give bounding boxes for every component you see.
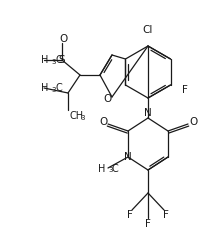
Text: N: N [124,152,132,162]
Text: F: F [145,219,151,229]
Text: Cl: Cl [143,25,153,35]
Text: 3: 3 [109,168,113,173]
Text: O: O [59,34,67,44]
Text: CH: CH [70,111,84,121]
Text: 3: 3 [51,87,56,92]
Text: H: H [41,83,48,93]
Text: S: S [59,55,65,65]
Text: O: O [99,117,107,127]
Text: F: F [163,210,169,220]
Text: 3: 3 [51,58,56,65]
Text: C: C [55,83,62,93]
Text: O: O [189,117,197,127]
Text: F: F [127,210,133,220]
Text: N: N [144,108,152,118]
Text: C: C [55,55,62,65]
Text: O: O [103,94,111,104]
Text: F: F [182,85,188,95]
Text: H: H [98,164,105,174]
Text: C: C [112,164,119,174]
Text: H: H [41,55,48,65]
Text: 3: 3 [80,114,84,121]
